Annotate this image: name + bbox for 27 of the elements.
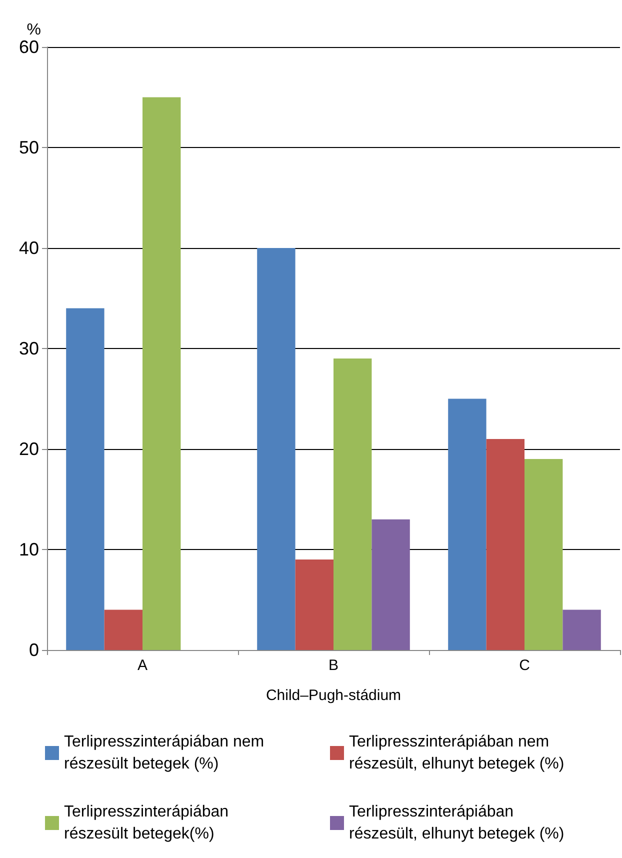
- x-tick-label: C: [519, 657, 530, 674]
- bar: [257, 248, 296, 650]
- bar: [295, 560, 334, 650]
- bar: [486, 438, 524, 650]
- y-tick-label: 60: [18, 37, 39, 57]
- y-tick-label: 0: [28, 640, 39, 660]
- bar: [562, 610, 601, 650]
- y-tick-label: 20: [18, 439, 39, 459]
- bar: [448, 398, 486, 650]
- y-tick-label: 10: [18, 540, 39, 560]
- bar: [524, 459, 563, 650]
- bar: [66, 308, 104, 650]
- bar: [334, 358, 372, 650]
- legend-label: Terlipresszinterápiában nem részesült, elhunyt betegek (%): [349, 734, 564, 772]
- legend-label: Terlipresszinterápiában részesült betegek(%): [64, 804, 233, 842]
- bar: [104, 610, 142, 650]
- y-axis-title: %: [26, 22, 41, 39]
- x-tick-label: A: [137, 657, 148, 674]
- y-tick-label: 40: [18, 238, 39, 258]
- x-tick-label: B: [328, 657, 339, 674]
- y-tick-label: 30: [18, 338, 39, 358]
- bar: [372, 519, 410, 650]
- bar: [142, 97, 181, 650]
- legend-label: Terlipresszinterápiában részesült, elhunyt betegek (%): [349, 804, 564, 842]
- x-axis-title: Child–Pugh-stádium: [266, 687, 402, 704]
- y-tick-label: 50: [18, 138, 39, 158]
- legend-label: Terlipresszinterápiában nem részesült betegek (%): [64, 734, 269, 772]
